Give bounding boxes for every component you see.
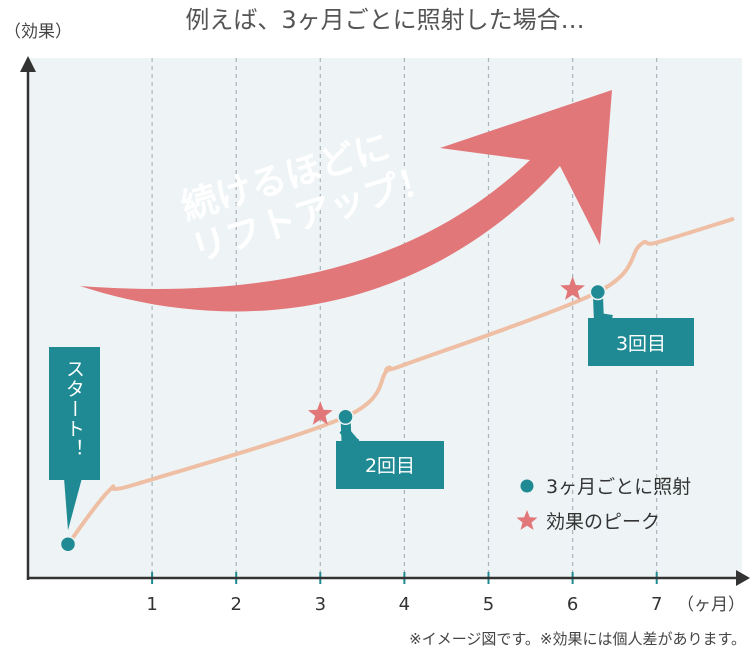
callout-second: 2回目 [336,416,444,489]
treatment-point [589,283,607,301]
callout-pointer [64,478,82,531]
x-tick-label: 6 [567,594,578,615]
callout-box [336,441,444,489]
peak-star [307,401,333,425]
grid-layer [151,58,658,578]
legend-label: 3ヶ月ごとに照射 [546,476,691,498]
treatment-point [337,408,354,426]
chart-title: 例えば、3ヶ月ごとに照射した場合… [185,6,584,34]
x-tick-label: 7 [651,594,662,615]
callout-start: スタート！ [49,347,100,531]
x-axis-arrowhead [736,570,750,586]
series-layer [66,217,735,547]
x-axis-label: （ヶ月） [677,595,745,615]
callout-third: 3回目 [588,291,694,366]
x-tick-label: 4 [399,594,410,615]
legend-marker-circle [520,479,534,493]
x-tick-label: 1 [146,594,157,615]
callouts-layer: スタート！ 2回目 3回目 [49,291,694,531]
footnote: ※イメージ図です。※効果には個人差があります。 [409,630,746,648]
effect-line [66,217,735,547]
x-tick-label: 5 [483,594,494,615]
legend-marker-star [516,510,538,530]
callout-label: 3回目 [616,333,666,355]
x-tick-label: 2 [230,594,241,615]
y-axis-arrowhead [20,56,36,72]
lift-up-arrow [80,90,612,312]
y-axis-label: （効果） [4,22,72,42]
callout-label: 2回目 [365,455,415,477]
peak-star [560,276,585,300]
callout-label: スタート！ [63,359,85,459]
markers-layer [59,276,607,553]
axes-layer: 1 2 3 4 5 6 7 [20,56,750,615]
x-tick-label: 3 [315,594,326,615]
treatment-point [59,535,77,553]
callout-box [49,347,100,480]
callout-box [588,318,694,366]
legend-label: 効果のピーク [546,511,660,533]
